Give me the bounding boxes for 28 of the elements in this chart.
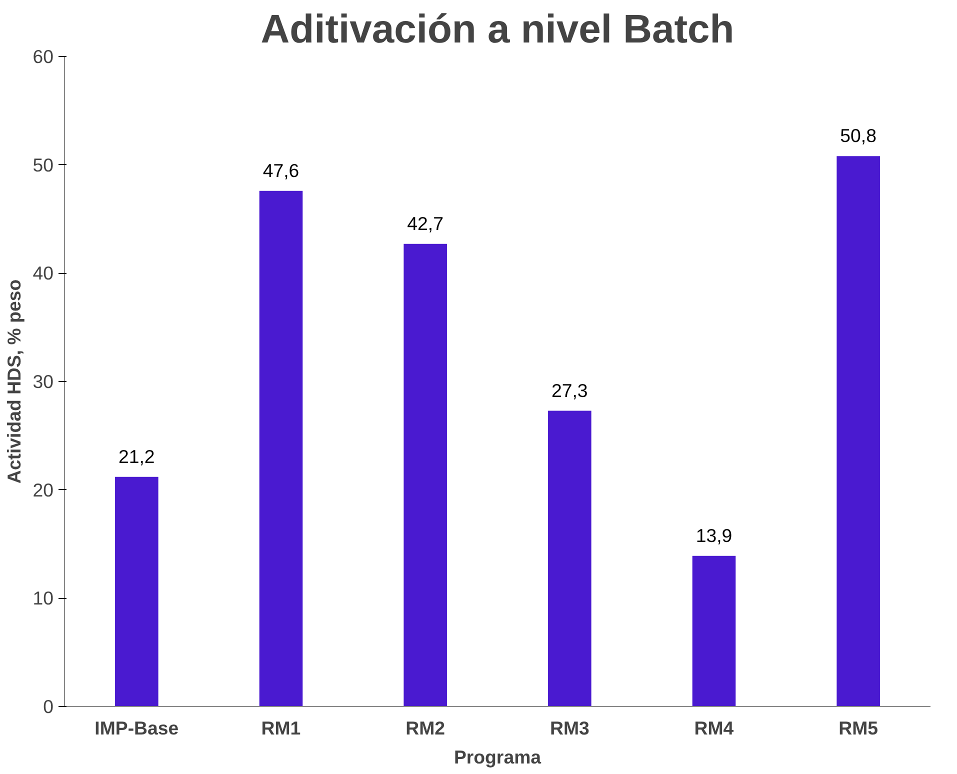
y-tick-label: 50 (32, 154, 54, 176)
y-tick-label: 30 (32, 371, 54, 392)
data-label: 21,2 (118, 446, 155, 467)
data-label: 13,9 (696, 524, 732, 546)
bar (404, 244, 447, 706)
bar (548, 410, 592, 706)
y-tick-label: 60 (32, 46, 54, 67)
x-tick-label: RM2 (406, 718, 446, 738)
x-tick-label: RM5 (838, 718, 878, 738)
bar (836, 156, 880, 706)
data-label: 27,3 (552, 380, 588, 401)
bar (692, 556, 736, 706)
bar (259, 190, 303, 706)
chart-title: Aditivación a nivel Batch (260, 8, 734, 52)
y-tick-label: 0 (43, 696, 54, 717)
data-label: 42,7 (407, 212, 444, 234)
x-tick-label: RM3 (550, 718, 590, 738)
bar (115, 476, 158, 706)
x-tick-label: RM1 (261, 718, 301, 738)
x-axis-title: Programa (454, 746, 542, 768)
data-label: 50,8 (840, 125, 876, 146)
y-tick-label: 40 (32, 262, 54, 284)
data-label: 47,6 (262, 160, 300, 181)
y-tick-label: 20 (32, 479, 54, 500)
x-tick-label: RM4 (694, 718, 734, 738)
x-tick-label: IMP-Base (94, 718, 179, 738)
y-tick-label: 10 (32, 588, 54, 609)
y-axis-title: Actividad HDS, % peso (4, 279, 25, 484)
